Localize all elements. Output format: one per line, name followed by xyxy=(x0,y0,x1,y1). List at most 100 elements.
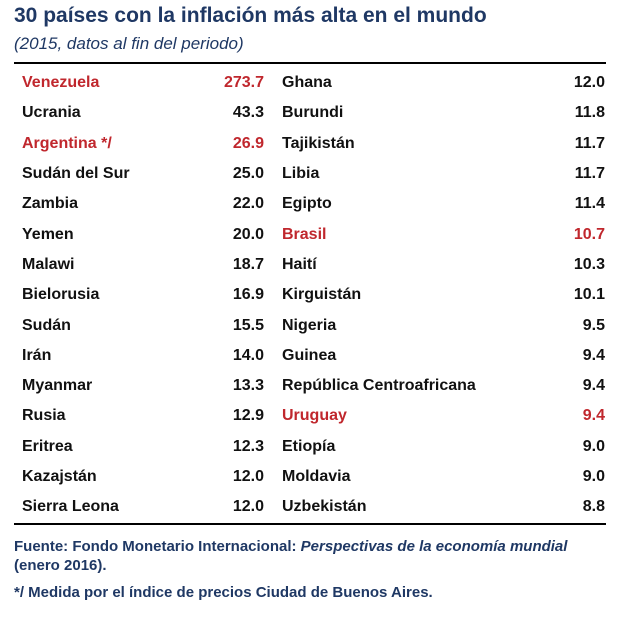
country-name: Tajikistán xyxy=(282,134,355,152)
table-row: Ghana 12.0 xyxy=(282,68,605,98)
table-row: Irán 14.0 xyxy=(22,341,264,371)
table-row: Sudán 15.5 xyxy=(22,310,264,340)
inflation-value: 14.0 xyxy=(232,346,264,364)
country-name: Nigeria xyxy=(282,316,337,334)
table-row: Argentina */ 26.9 xyxy=(22,129,264,159)
table-row: Moldavia 9.0 xyxy=(282,462,605,492)
inflation-value: 9.0 xyxy=(582,468,605,485)
table-row: Bielorusia 16.9 xyxy=(22,280,264,310)
table-row: Uzbekistán 8.8 xyxy=(282,492,605,522)
table-row: Burundi 11.8 xyxy=(282,98,605,128)
table-row: Egipto 11.4 xyxy=(282,189,605,219)
inflation-value: 11.7 xyxy=(574,134,605,152)
inflation-value: 9.4 xyxy=(582,346,605,364)
country-name: Ghana xyxy=(282,74,332,92)
country-name: Argentina */ xyxy=(22,134,112,152)
table-row: Brasil 10.7 xyxy=(282,219,605,249)
inflation-value: 12.0 xyxy=(232,498,264,516)
country-name: Irán xyxy=(22,346,52,364)
source-note: Fuente: Fondo Monetario Internacional: P… xyxy=(14,537,609,575)
country-name: Venezuela xyxy=(22,74,100,92)
country-name: Myanmar xyxy=(22,377,93,395)
inflation-value: 20.0 xyxy=(232,225,264,243)
table-row: Kirguistán 10.1 xyxy=(282,280,605,310)
inflation-value: 15.5 xyxy=(232,316,264,334)
inflation-value: 11.4 xyxy=(574,195,605,213)
country-name: Sierra Leona xyxy=(22,498,119,516)
table-row: Eritrea 12.3 xyxy=(22,432,264,462)
country-name: Zambia xyxy=(22,195,79,213)
inflation-value: 25.0 xyxy=(232,165,264,183)
top-divider xyxy=(14,62,606,64)
country-name: Libia xyxy=(282,165,320,183)
table-row: Etiopía 9.0 xyxy=(282,432,605,462)
inflation-value: 16.9 xyxy=(232,286,264,304)
country-name: Kazajstán xyxy=(22,468,97,485)
table-row: Guinea 9.4 xyxy=(282,341,605,371)
table-row: Haití 10.3 xyxy=(282,250,605,280)
inflation-value: 26.9 xyxy=(232,134,264,152)
table-column-right: Ghana 12.0 Burundi 11.8 Tajikistán 11.7 Libia 1… xyxy=(282,68,605,522)
country-name: Ucrania xyxy=(22,104,81,122)
country-name: República Centroafricana xyxy=(282,377,476,395)
inflation-value: 13.3 xyxy=(232,377,264,395)
table-column-left: Venezuela 273.7 Ucrania 43.3 Argentina */ 26.… xyxy=(22,68,264,522)
source-suffix: (enero 2016). xyxy=(14,557,107,574)
table-row: Tajikistán 11.7 xyxy=(282,129,605,159)
country-name: Bielorusia xyxy=(22,286,100,304)
country-name: Guinea xyxy=(282,346,337,364)
source-prefix: Fuente: Fondo Monetario Internacional: xyxy=(14,538,301,555)
table-row: Uruguay 9.4 xyxy=(282,401,605,431)
inflation-value: 8.8 xyxy=(582,498,605,516)
country-name: Sudán del Sur xyxy=(22,165,130,183)
inflation-value: 12.3 xyxy=(232,437,264,455)
table-row: Zambia 22.0 xyxy=(22,189,264,219)
page-title: 30 países con la inflación más alta en e… xyxy=(14,4,487,27)
inflation-value: 12.9 xyxy=(232,407,264,425)
country-name: Etiopía xyxy=(282,437,336,455)
table-row: Rusia 12.9 xyxy=(22,401,264,431)
inflation-value: 9.4 xyxy=(582,377,605,395)
inflation-value: 9.5 xyxy=(582,316,605,334)
footnote: */ Medida por el índice de precios Ciuda… xyxy=(14,584,433,601)
source-publication: Perspectivas de la economía mundial xyxy=(300,538,568,555)
country-name: Rusia xyxy=(22,407,66,425)
country-name: Uruguay xyxy=(282,407,347,425)
country-name: Kirguistán xyxy=(282,286,362,304)
country-name: Malawi xyxy=(22,255,75,273)
country-name: Haití xyxy=(282,255,317,273)
table-row: Libia 11.7 xyxy=(282,159,605,189)
inflation-value: 11.8 xyxy=(574,104,605,122)
inflation-value: 10.1 xyxy=(573,286,605,304)
inflation-value: 273.7 xyxy=(223,74,264,92)
inflation-value: 10.7 xyxy=(573,225,605,243)
table-row: República Centroafricana 9.4 xyxy=(282,371,605,401)
country-name: Uzbekistán xyxy=(282,498,367,516)
inflation-value: 9.0 xyxy=(582,437,605,455)
table-row: Sierra Leona 12.0 xyxy=(22,492,264,522)
inflation-value: 12.0 xyxy=(232,468,264,485)
table-row: Myanmar 13.3 xyxy=(22,371,264,401)
inflation-value: 10.3 xyxy=(573,255,605,273)
country-name: Egipto xyxy=(282,195,332,213)
inflation-value: 22.0 xyxy=(232,195,264,213)
inflation-value: 12.0 xyxy=(573,74,605,92)
bottom-divider xyxy=(14,523,606,525)
table-row: Malawi 18.7 xyxy=(22,250,264,280)
inflation-value: 9.4 xyxy=(582,407,605,425)
country-name: Moldavia xyxy=(282,468,351,485)
table-row: Venezuela 273.7 xyxy=(22,68,264,98)
country-name: Burundi xyxy=(282,104,344,122)
table-row: Sudán del Sur 25.0 xyxy=(22,159,264,189)
inflation-value: 11.7 xyxy=(574,165,605,183)
table-row: Yemen 20.0 xyxy=(22,219,264,249)
country-name: Eritrea xyxy=(22,437,73,455)
table-row: Kazajstán 12.0 xyxy=(22,462,264,492)
page-subtitle: (2015, datos al fin del periodo) xyxy=(14,34,244,53)
inflation-value: 18.7 xyxy=(232,255,264,273)
country-name: Sudán xyxy=(22,316,71,334)
table-row: Ucrania 43.3 xyxy=(22,98,264,128)
country-name: Brasil xyxy=(282,225,327,243)
country-name: Yemen xyxy=(22,225,74,243)
inflation-value: 43.3 xyxy=(232,104,264,122)
